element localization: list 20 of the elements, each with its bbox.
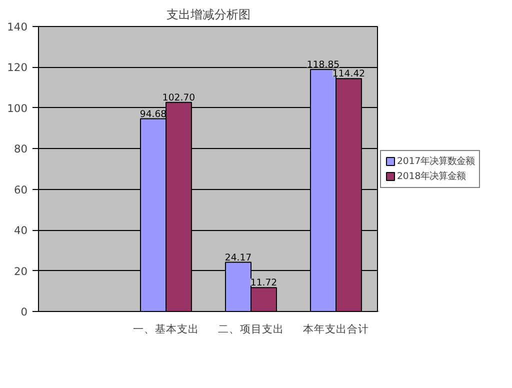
data-label: 11.72 [250, 278, 278, 289]
y-tick-label: 0 [20, 306, 28, 318]
y-tick-label: 40 [14, 224, 28, 238]
data-label: 118.85 [306, 60, 340, 71]
y-tick-label: 20 [14, 264, 28, 278]
data-label: 94.68 [140, 108, 167, 120]
chart-title: 支出增减分析图 [166, 8, 250, 22]
y-tick-label: 140 [7, 20, 28, 34]
data-label: 24.17 [224, 252, 252, 264]
legend-label: 2018年决算金额 [397, 170, 466, 182]
x-tick-label: 二、项目支出 [218, 322, 284, 336]
y-tick-label: 60 [14, 183, 28, 196]
legend-label: 2017年决算数金额 [397, 154, 475, 168]
x-tick-label: 本年支出合计 [303, 322, 369, 336]
y-tick-label: 120 [7, 61, 28, 74]
y-tick-label: 80 [14, 142, 28, 156]
y-tick-label: 100 [7, 102, 28, 115]
x-tick-label: 一、基本支出 [133, 322, 199, 336]
data-label: 102.70 [162, 92, 196, 104]
data-label: 114.42 [332, 68, 366, 80]
